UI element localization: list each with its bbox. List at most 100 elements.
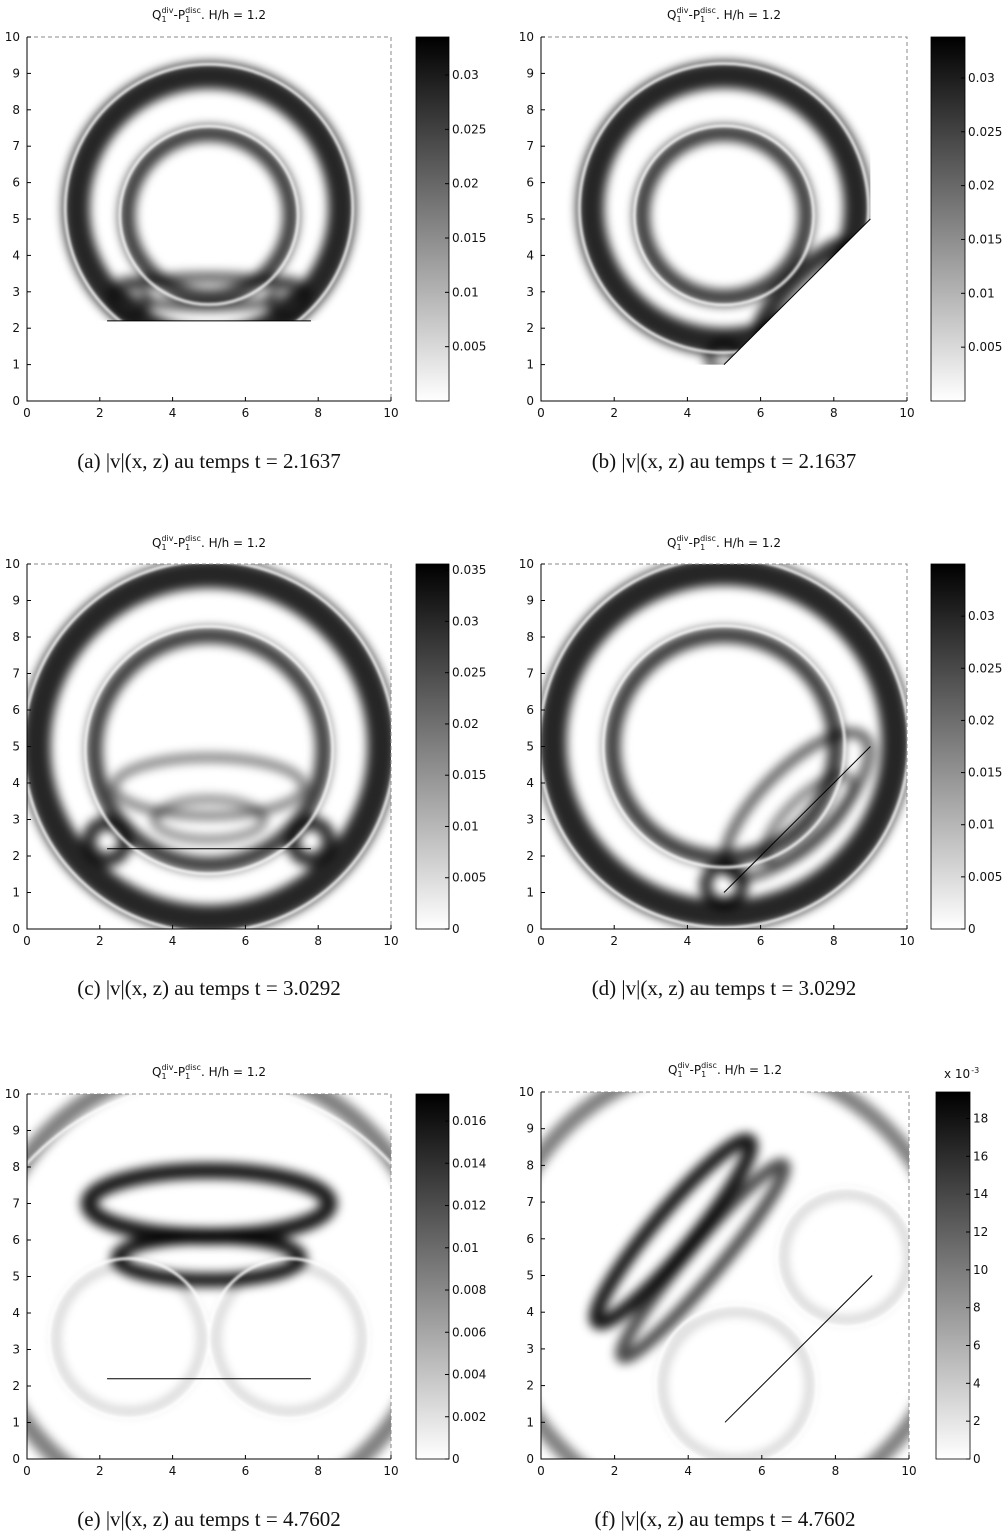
y-tick-label: 8 <box>526 1158 534 1172</box>
caption: (d) |v|(x, z) au temps t = 3.0292 <box>592 976 857 1000</box>
heatmap <box>541 1092 909 1459</box>
white-front <box>83 625 335 876</box>
colorbar-tick-label: 0.005 <box>452 340 486 354</box>
x-tick-label: 6 <box>757 934 765 948</box>
field-ring <box>781 1191 909 1323</box>
y-tick-label: 8 <box>12 103 20 117</box>
x-tick-label: 6 <box>757 406 765 420</box>
colorbar <box>930 563 966 930</box>
y-tick-label: 1 <box>526 1415 534 1429</box>
colorbar <box>930 36 966 402</box>
x-tick-label: 8 <box>832 1464 840 1478</box>
y-tick-label: 7 <box>12 139 20 153</box>
white-front <box>775 1186 909 1329</box>
colorbar-tick-label: 8 <box>973 1301 981 1315</box>
frame-dashed <box>541 563 908 929</box>
y-tick-label: 10 <box>5 30 20 44</box>
frame-dashed <box>27 1093 392 1459</box>
colorbar-tick-label: 12 <box>973 1225 988 1239</box>
y-tick-label: 3 <box>12 285 20 299</box>
colorbar-tick-label: 0 <box>968 922 976 936</box>
y-tick-label: 7 <box>12 667 20 681</box>
y-tick-label: 9 <box>12 1124 20 1138</box>
title-part: . H/h = 1.2 <box>201 8 266 22</box>
colorbar-tick-label: 0.03 <box>452 614 479 628</box>
colorbar-tick-label: 0.005 <box>968 870 1002 884</box>
heatmap <box>27 37 391 401</box>
y-tick-label: 6 <box>12 1233 20 1247</box>
colorbar-tick-label: 0.005 <box>452 871 486 885</box>
x-tick-label: 10 <box>383 934 398 948</box>
x-tick-label: 2 <box>611 1464 619 1478</box>
panel: 0 2 4 6 8 10 0 1 2 3 4 5 6 7 8 9 10 0.005 0.01 0.015 0.02 0.0… <box>5 6 487 473</box>
x-tick-label: 8 <box>314 934 322 948</box>
x-tick-label: 4 <box>169 934 177 948</box>
white-front <box>118 124 300 306</box>
x-tick-label: 2 <box>610 934 618 948</box>
white-front <box>63 63 355 321</box>
colorbar-tick-label: 14 <box>973 1187 988 1201</box>
y-tick-label: 3 <box>526 285 534 299</box>
y-tick-label: 2 <box>526 1379 534 1393</box>
caption: (b) |v|(x, z) au temps t = 2.1637 <box>592 449 857 473</box>
y-tick-label: 9 <box>526 1122 534 1136</box>
y-tick-label: 5 <box>12 1270 20 1284</box>
title-part: div <box>161 6 173 15</box>
field-ring <box>541 564 907 929</box>
field-ring <box>27 564 391 929</box>
x-tick-label: 10 <box>899 406 914 420</box>
heatmap-field <box>62 61 356 321</box>
white-front <box>578 62 870 354</box>
colorbar-tick-label: 0.02 <box>452 177 479 191</box>
title-part: 1 <box>677 1070 682 1079</box>
y-tick-label: 2 <box>12 1379 20 1393</box>
x-tick-label: 0 <box>23 934 31 948</box>
title-part: 1 <box>161 15 166 24</box>
colorbar-tick-label: 0.012 <box>452 1199 486 1213</box>
title-part: Q <box>667 8 676 22</box>
x-tick-label: 8 <box>314 1464 322 1478</box>
colorbar-exponent: -3 <box>971 1066 979 1075</box>
white-fronts <box>27 1094 391 1420</box>
y-tick-label: 4 <box>526 776 534 790</box>
title-part: -P <box>173 1065 185 1079</box>
title-part: disc <box>185 534 201 543</box>
y-tick-label: 6 <box>526 1232 534 1246</box>
title-part: -P <box>688 8 700 22</box>
title-part: div <box>161 534 173 543</box>
title-part: disc <box>700 6 716 15</box>
y-tick-label: 8 <box>526 103 534 117</box>
colorbar-tick-label: 0 <box>452 1452 460 1466</box>
colorbar <box>415 563 450 930</box>
colorbar-tick-label: 0.025 <box>968 661 1002 675</box>
y-tick-label: 1 <box>526 358 534 372</box>
colorbar-tick-label: 0.01 <box>968 818 995 832</box>
y-tick-label: 2 <box>12 849 20 863</box>
y-tick-label: 6 <box>12 176 20 190</box>
field-ring <box>105 275 153 321</box>
title-part: . H/h = 1.2 <box>716 8 781 22</box>
y-tick-label: 4 <box>526 1305 534 1319</box>
y-tick-label: 7 <box>526 1195 534 1209</box>
field-band <box>759 770 857 869</box>
field-ring <box>633 124 815 306</box>
y-tick-label: 3 <box>12 1343 20 1357</box>
colorbar-tick-label: 0.03 <box>968 71 995 85</box>
colorbar-tick-label: 0.015 <box>452 231 486 245</box>
x-tick-label: 0 <box>537 934 545 948</box>
title-part: 1 <box>676 543 681 552</box>
frame-dashed <box>541 1091 910 1459</box>
y-tick-label: 3 <box>12 813 20 827</box>
title-part: div <box>677 1061 689 1070</box>
y-tick-label: 2 <box>526 849 534 863</box>
colorbar-tick-label: 0.025 <box>452 122 486 136</box>
colorbar-tick-label: 0.002 <box>452 1410 486 1424</box>
plate <box>723 218 871 365</box>
colorbar-tick-label: 0.008 <box>452 1283 486 1297</box>
caption: (f) |v|(x, z) au temps t = 4.7602 <box>594 1507 855 1531</box>
y-tick-label: 5 <box>526 212 534 226</box>
y-tick-label: 4 <box>12 248 20 262</box>
